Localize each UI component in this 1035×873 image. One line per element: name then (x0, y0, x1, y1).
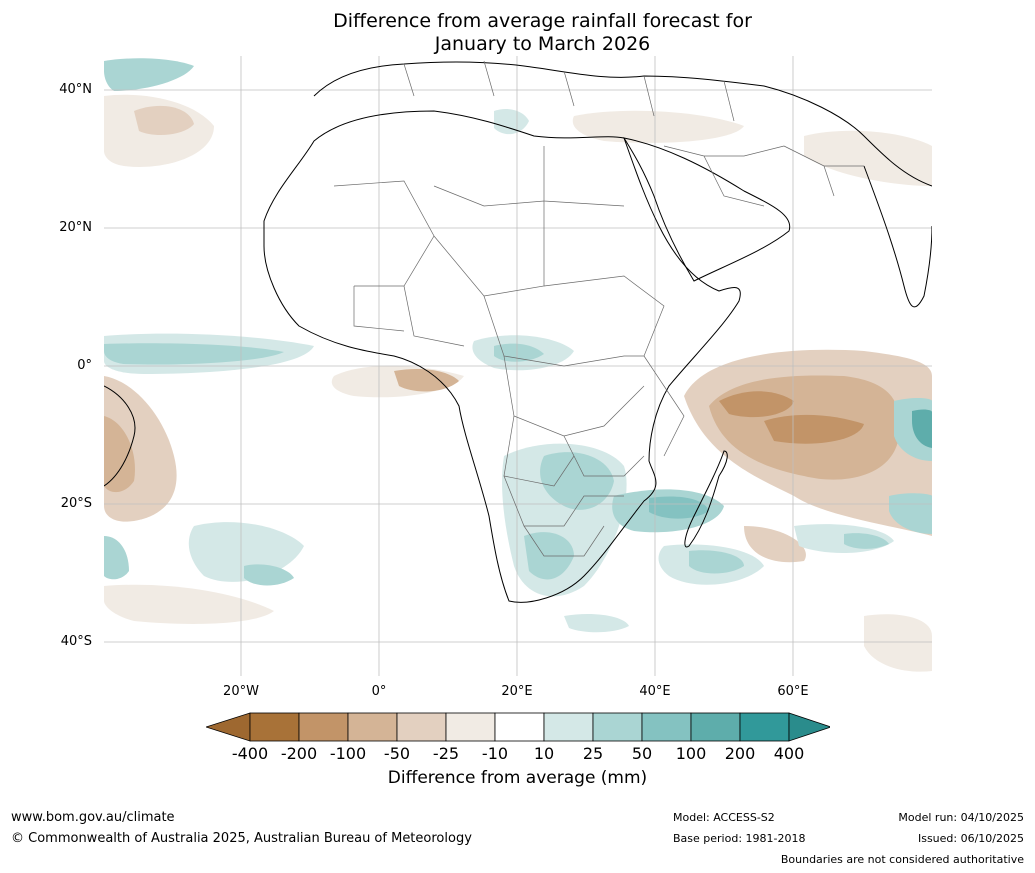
border-namibia-botswana (503, 475, 624, 527)
footer-model: Model: ACCESS-S2 (673, 811, 775, 824)
wet-area-southern-africa-core (540, 452, 614, 510)
africa-coastline (263, 110, 741, 603)
footer-model-run: Model run: 04/10/2025 (898, 811, 1024, 824)
lon-label-20w: 20°W (223, 684, 259, 699)
lat-label-equator: 0° (77, 358, 92, 373)
legend-tick-label: -50 (383, 744, 411, 763)
lon-label-40e: 40°E (639, 684, 671, 699)
india-coastline (863, 165, 932, 308)
legend-tick-label: -10 (481, 744, 509, 763)
wet-area-east-indian-core (912, 409, 932, 448)
legend-cell (494, 712, 545, 742)
wet-area-southwest-indian-core (689, 550, 744, 574)
border-sudan (543, 275, 665, 357)
footer-base-period: Base period: 1981-2018 (673, 832, 806, 845)
border-west-africa-2 (403, 285, 465, 347)
border-europe (403, 60, 735, 122)
wet-area-south-pacific (564, 614, 629, 633)
wet-area-mediterranean (494, 109, 529, 135)
legend-cell (249, 712, 300, 742)
south-america-coastline (104, 385, 136, 487)
legend-extend-low (206, 712, 251, 742)
border-east-africa (643, 355, 685, 457)
lat-label-20s: 20°S (60, 496, 92, 511)
legend-cell (445, 712, 496, 742)
legend-colorbar (206, 712, 830, 742)
legend-cell (690, 712, 741, 742)
dry-area-gulf-of-guinea-core (394, 369, 459, 392)
legend-tick-label: 200 (724, 744, 756, 763)
legend-cell (396, 712, 447, 742)
legend-extend-high (788, 712, 830, 742)
dry-area-south-atlantic (104, 584, 274, 624)
legend-tick-label: -100 (329, 744, 367, 763)
border-zambia (563, 435, 645, 477)
legend-cell (739, 712, 790, 742)
lat-label-20n: 20°N (59, 220, 92, 235)
legend-cell (347, 712, 398, 742)
border-sahara-west (333, 180, 435, 287)
footer-copyright: © Commonwealth of Australia 2025, Austra… (11, 831, 472, 846)
border-egypt-libya (543, 146, 625, 207)
footer-url[interactable]: www.bom.gov.au/climate (11, 810, 175, 825)
wet-area-mozambique-core (649, 496, 709, 519)
legend-tick-label: -200 (280, 744, 318, 763)
dry-area-south-america-core (104, 416, 135, 493)
wet-area-congo-core (494, 343, 544, 362)
wet-area-equatorial-atlantic-core (104, 343, 284, 365)
border-south-africa (523, 525, 605, 557)
legend-tick-label: 400 (773, 744, 805, 763)
dry-area-mediterranean (572, 110, 744, 143)
dry-area-indian-ocean-center (719, 391, 794, 418)
legend-cell (641, 712, 692, 742)
wet-area-north-atlantic (104, 58, 194, 91)
border-iran-pakistan (783, 145, 864, 197)
wet-anomaly-areas (104, 58, 932, 633)
legend-tick-label: 25 (582, 744, 604, 763)
lat-label-40s: 40°S (60, 634, 92, 649)
title-line-2: January to March 2026 (434, 33, 651, 55)
border-sahara-central (433, 185, 545, 297)
dry-area-indian-ocean-center-2 (764, 414, 864, 444)
lon-label-60e: 60°E (777, 684, 809, 699)
title-line-1: Difference from average rainfall forecas… (333, 10, 752, 32)
legend-tick-label: 10 (533, 744, 555, 763)
wet-area-indian-south (889, 493, 932, 534)
arabian-peninsula-coastline (622, 137, 791, 282)
legend-tick-label: -25 (432, 744, 460, 763)
madagascar-coastline (684, 450, 728, 548)
country-borders (333, 60, 864, 557)
border-angola (503, 415, 575, 487)
legend-cell (592, 712, 643, 742)
graticule (104, 56, 932, 676)
lat-label-40n: 40°N (59, 82, 92, 97)
footer-issued: Issued: 06/10/2025 (917, 832, 1024, 845)
border-west-africa-1 (353, 286, 405, 332)
wet-area-southern-indian-core (844, 533, 889, 549)
lon-label-20e: 20°E (501, 684, 533, 699)
wet-area-south-atlantic-core (244, 564, 294, 586)
dry-area-southwest-indian (744, 526, 806, 563)
legend-title: Difference from average (mm) (387, 768, 648, 788)
footer-disclaimer: Boundaries are not considered authoritat… (780, 853, 1024, 866)
map-title: Difference from average rainfall forecas… (0, 10, 1035, 56)
border-middle-east (663, 145, 785, 207)
dry-area-north-atlantic-core (134, 105, 194, 136)
dry-anomaly-areas (104, 94, 932, 672)
map-canvas (104, 56, 932, 676)
dry-area-southern-ocean (864, 614, 932, 672)
border-central-africa (483, 295, 644, 367)
legend-cell (298, 712, 349, 742)
legend-tick-label: 100 (675, 744, 707, 763)
legend-tick-label: -400 (231, 744, 269, 763)
rainfall-map (104, 56, 932, 676)
wet-area-brazil-coast (104, 536, 129, 580)
coastlines (104, 61, 932, 603)
legend-cell (543, 712, 594, 742)
lon-label-0: 0° (371, 684, 387, 699)
dry-area-arabian-sea (804, 130, 932, 186)
legend-tick-label: 50 (631, 744, 653, 763)
